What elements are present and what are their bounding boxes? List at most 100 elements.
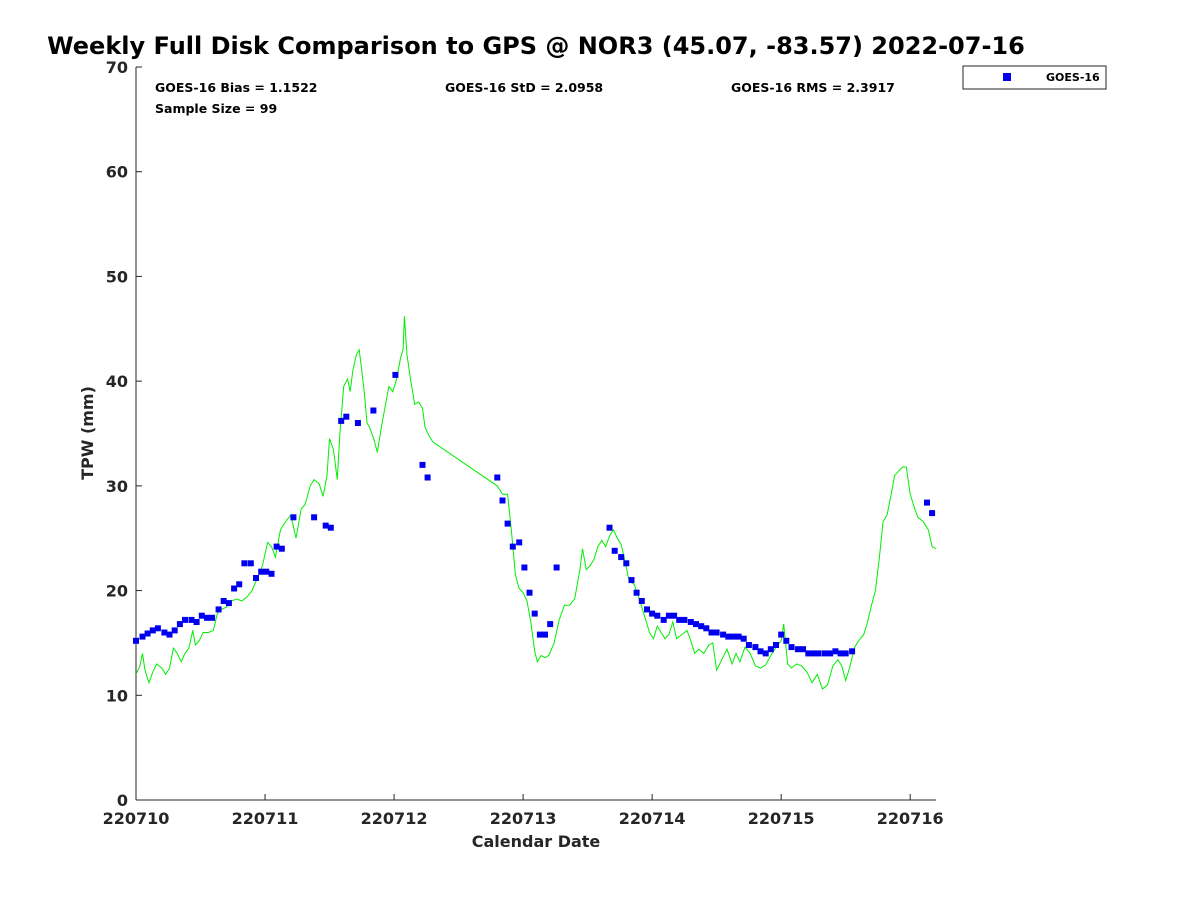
goes16-point	[504, 520, 511, 527]
goes16-point	[618, 554, 625, 561]
x-tick-label: 220715	[748, 809, 815, 828]
goes16-point	[547, 621, 554, 628]
stat-rms: GOES-16 RMS = 2.3917	[731, 80, 895, 95]
gps-line	[135, 316, 937, 690]
chart-title: Weekly Full Disk Comparison to GPS @ NOR…	[47, 32, 1025, 60]
goes16-point	[278, 545, 285, 552]
goes16-point	[805, 650, 812, 657]
y-tick-label: 50	[106, 267, 128, 286]
goes16-point	[258, 568, 265, 575]
goes16-point	[263, 568, 270, 575]
x-tick-label: 220712	[361, 809, 428, 828]
goes16-point	[767, 646, 774, 653]
goes16-point	[929, 510, 936, 517]
y-tick-label: 70	[106, 58, 128, 77]
y-tick-label: 20	[106, 582, 128, 601]
goes16-point	[837, 650, 844, 657]
goes16-point	[370, 407, 377, 414]
goes-series	[133, 371, 936, 657]
goes16-point	[171, 627, 178, 634]
goes16-point	[671, 612, 678, 619]
goes16-point	[542, 631, 548, 638]
goes16-point	[810, 650, 817, 657]
goes16-point	[166, 631, 173, 638]
x-tick-label: 220714	[619, 809, 686, 828]
y-axis-label: TPW (mm)	[78, 386, 97, 480]
goes16-point	[654, 612, 661, 619]
goes16-point	[644, 606, 650, 613]
goes16-point	[322, 522, 329, 529]
y-tick-label: 30	[106, 477, 128, 496]
goes16-point	[606, 524, 613, 531]
goes16-point	[794, 646, 801, 653]
y-tick-label: 10	[106, 686, 128, 705]
goes16-point	[633, 589, 640, 596]
goes16-point	[154, 625, 161, 632]
goes16-point	[133, 637, 139, 644]
goes16-point	[215, 606, 222, 613]
y-tick-label: 0	[117, 791, 128, 810]
goes16-point	[327, 524, 334, 531]
goes16-point	[526, 589, 533, 596]
goes16-point	[638, 598, 645, 604]
goes16-point	[225, 600, 232, 607]
goes16-point	[676, 616, 683, 623]
goes16-point	[198, 612, 205, 619]
goes16-point	[419, 461, 426, 468]
goes16-point	[623, 560, 630, 567]
legend-label-goes16: GOES-16	[1046, 71, 1100, 84]
goes16-point	[516, 539, 523, 546]
y-ticks: 0 10 20 30 40 50 60 70	[106, 58, 142, 810]
goes16-point	[735, 633, 742, 640]
goes16-point	[247, 560, 254, 567]
goes16-point	[815, 650, 822, 657]
legend-marker-goes16	[1003, 73, 1011, 81]
goes16-point	[778, 631, 785, 638]
goes16-point	[757, 648, 764, 655]
goes16-point	[139, 633, 146, 640]
goes16-point	[144, 630, 151, 637]
goes16-point	[338, 417, 345, 424]
goes16-point	[354, 420, 361, 426]
goes16-point	[665, 612, 672, 619]
goes16-point	[311, 514, 318, 521]
goes16-point	[800, 646, 807, 653]
goes16-point	[730, 633, 737, 640]
legend: GOES-16	[962, 65, 1107, 90]
goes16-point	[698, 623, 705, 630]
goes16-point	[241, 560, 248, 567]
stat-std: GOES-16 StD = 2.0958	[445, 80, 603, 95]
goes16-point	[509, 543, 516, 550]
goes16-point	[531, 610, 538, 617]
goes16-point	[842, 650, 849, 657]
goes16-point	[268, 570, 275, 577]
goes16-point	[745, 642, 752, 648]
goes16-point	[752, 644, 759, 651]
goes16-point	[343, 413, 350, 420]
goes16-point	[176, 621, 183, 628]
stat-sample-size: Sample Size = 99	[155, 101, 277, 116]
goes16-point	[687, 619, 694, 625]
goes16-point	[628, 577, 635, 584]
goes16-point	[773, 642, 779, 648]
goes16-point	[290, 514, 297, 521]
goes16-point	[611, 547, 618, 554]
goes16-point	[832, 648, 839, 655]
stat-bias: GOES-16 Bias = 1.1522	[155, 80, 317, 95]
goes16-point	[220, 598, 227, 604]
goes16-point	[827, 650, 834, 657]
y-tick-label: 60	[106, 163, 128, 182]
x-ticks: 220710 220711 220712 220713 220714 220715 2207…	[103, 794, 944, 828]
goes16-point	[424, 474, 431, 481]
x-axis-label: Calendar Date	[472, 832, 601, 851]
goes16-point	[209, 614, 216, 621]
legend-box	[962, 65, 1107, 90]
goes16-point	[713, 629, 720, 636]
goes16-point	[536, 631, 543, 638]
goes16-point	[553, 564, 560, 571]
goes16-point	[693, 621, 699, 628]
goes16-point	[521, 564, 528, 571]
x-tick-label: 220710	[103, 809, 170, 828]
plot-area	[135, 67, 936, 801]
